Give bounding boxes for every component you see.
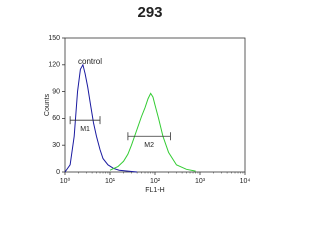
chart-title: 293 — [137, 4, 162, 21]
x-tick-label: 10⁴ — [240, 178, 251, 185]
chart: 293 FL1-H Counts 0 30 60 90 120 150 10⁰ 10¹ 10² 1… — [44, 4, 251, 194]
x-axis-label: FL1-H — [145, 187, 164, 194]
x-tick-label: 10² — [150, 178, 161, 185]
y-tick-label: 90 — [52, 88, 60, 95]
x-tick-label: 10⁰ — [60, 177, 71, 185]
y-tick-label: 150 — [48, 35, 60, 42]
y-tick-label: 0 — [56, 169, 60, 176]
marker-label: M2 — [144, 142, 154, 149]
x-tick-label: 10¹ — [105, 178, 116, 185]
marker-label: M1 — [80, 126, 90, 133]
series-line — [109, 92, 196, 172]
y-tick-label: 30 — [52, 142, 60, 149]
y-tick-label: 60 — [52, 115, 60, 122]
y-tick-label: 120 — [48, 62, 60, 69]
y-axis-label: Counts — [44, 93, 51, 116]
legend-label: control — [78, 57, 102, 66]
x-tick-label: 10³ — [195, 178, 206, 185]
